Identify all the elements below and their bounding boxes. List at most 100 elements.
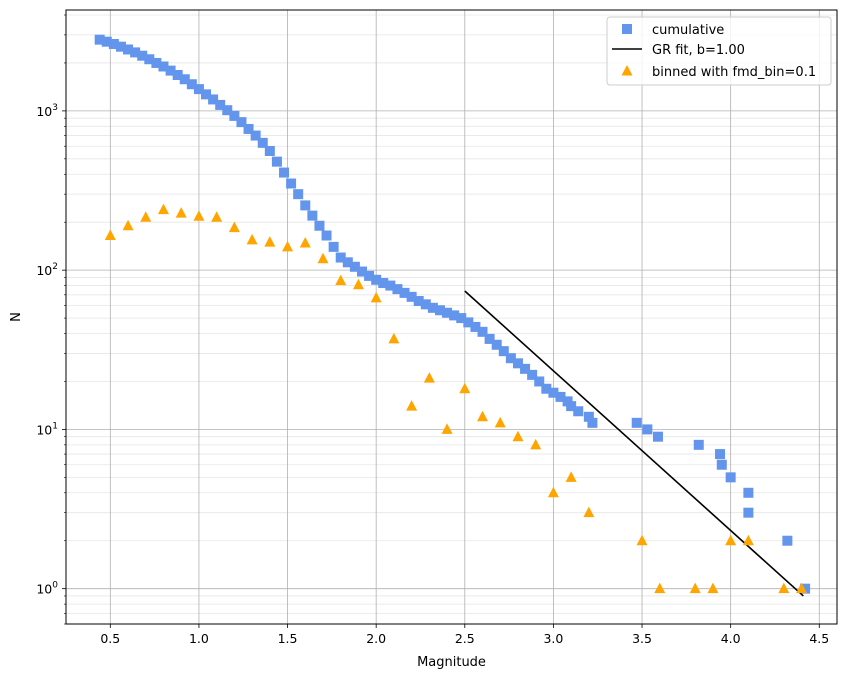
binned-point	[370, 291, 382, 303]
cumulative-point	[356, 266, 367, 277]
binned-point	[441, 423, 453, 434]
legend-label-binned: binned with fmd_bin=0.1	[652, 65, 816, 80]
cumulative-point	[449, 310, 460, 321]
binned-point	[707, 582, 719, 594]
cumulative-point	[208, 94, 219, 105]
x-tick-label: 1.5	[278, 631, 298, 646]
binned-point	[352, 278, 364, 290]
cumulative-point	[392, 284, 403, 295]
cumulative-point	[115, 41, 126, 52]
binned-point	[725, 534, 737, 546]
cumulative-point	[427, 302, 438, 313]
cumulative-point	[716, 459, 727, 470]
cumulative-point	[399, 287, 410, 298]
binned-point	[477, 410, 489, 422]
cumulative-point	[321, 230, 332, 241]
cumulative-point	[215, 99, 226, 110]
binned-point	[530, 438, 542, 450]
y-tick-label: 103	[36, 103, 58, 119]
binned-point	[104, 229, 116, 241]
cumulative-point	[342, 257, 353, 268]
cumulative-point	[94, 34, 105, 45]
binned-point	[228, 221, 240, 233]
binned-point	[388, 332, 400, 344]
cumulative-point	[222, 105, 233, 116]
cumulative-point	[257, 137, 268, 148]
cumulative-point	[642, 424, 653, 435]
major-gridlines	[66, 10, 837, 624]
cumulative-point	[250, 130, 261, 141]
series-layer	[94, 34, 811, 597]
legend-box	[606, 16, 832, 86]
cumulative-point	[378, 278, 389, 289]
cumulative-point	[491, 339, 502, 350]
cumulative-point	[286, 178, 297, 189]
cumulative-point	[158, 61, 169, 72]
cumulative-point	[123, 44, 134, 55]
cumulative-point	[420, 299, 431, 310]
binned-point	[565, 471, 577, 482]
binned-point	[140, 211, 152, 222]
cumulative-point	[371, 274, 382, 285]
cumulative-point	[573, 406, 584, 417]
x-tick-label: 3.5	[632, 631, 652, 646]
legend-marker-binned	[621, 65, 633, 76]
x-tick-label: 2.0	[366, 631, 386, 646]
cumulative-point	[555, 391, 566, 402]
binned-point	[264, 236, 276, 247]
legend-label-gr-fit: GR fit, b=1.00	[652, 43, 745, 58]
binned-point	[317, 252, 329, 264]
cumulative-point	[236, 117, 247, 128]
binned-point	[282, 240, 294, 252]
cumulative-point	[271, 156, 282, 167]
cumulative-point	[293, 189, 304, 200]
cumulative-point	[477, 326, 488, 337]
binned-point	[494, 416, 506, 428]
binned-point	[512, 430, 524, 442]
x-tick-label: 0.5	[100, 631, 120, 646]
binned-point	[459, 382, 471, 394]
cumulative-point	[364, 270, 375, 281]
cumulative-point	[201, 89, 212, 100]
y-tick-label: 100	[36, 581, 58, 597]
x-axis-label: Magnitude	[417, 655, 486, 670]
binned-point	[211, 211, 223, 222]
cumulative-point	[782, 535, 793, 546]
cumulative-point	[583, 411, 594, 422]
cumulative-point	[385, 280, 396, 291]
cumulative-point	[264, 145, 275, 156]
x-tick-label: 3.0	[543, 631, 563, 646]
cumulative-point	[715, 449, 726, 460]
cumulative-point	[725, 472, 736, 483]
cumulative-point	[172, 70, 183, 81]
cumulative-point	[314, 220, 325, 231]
binned-point	[636, 534, 648, 546]
cumulative-point	[505, 353, 516, 364]
cumulative-point	[186, 79, 197, 90]
cumulative-point	[243, 123, 254, 134]
cumulative-point	[137, 50, 148, 61]
cumulative-point	[101, 36, 112, 47]
binned-point	[175, 207, 187, 218]
binned-point	[246, 233, 258, 245]
cumulative-point	[456, 313, 467, 324]
cumulative-point	[520, 363, 531, 374]
cumulative-point	[413, 296, 424, 307]
cumulative-point	[328, 241, 339, 252]
cumulative-point	[130, 47, 141, 58]
cumulative-point	[498, 346, 509, 357]
binned-point	[778, 582, 790, 594]
cumulative-point	[534, 376, 545, 387]
binned-point	[423, 372, 435, 383]
binned-point	[796, 582, 808, 594]
y-tick-label: 101	[36, 421, 58, 437]
binned-point	[547, 486, 559, 498]
x-axis-ticks: 0.5 1.0 1.5 2.0 2.5 3.0 3.5 4.0 4.5	[100, 624, 829, 646]
binned-point	[583, 506, 595, 518]
binned-point	[335, 274, 347, 286]
cumulative-point	[193, 84, 204, 95]
cumulative-point	[587, 417, 598, 428]
cumulative-point	[406, 291, 417, 302]
